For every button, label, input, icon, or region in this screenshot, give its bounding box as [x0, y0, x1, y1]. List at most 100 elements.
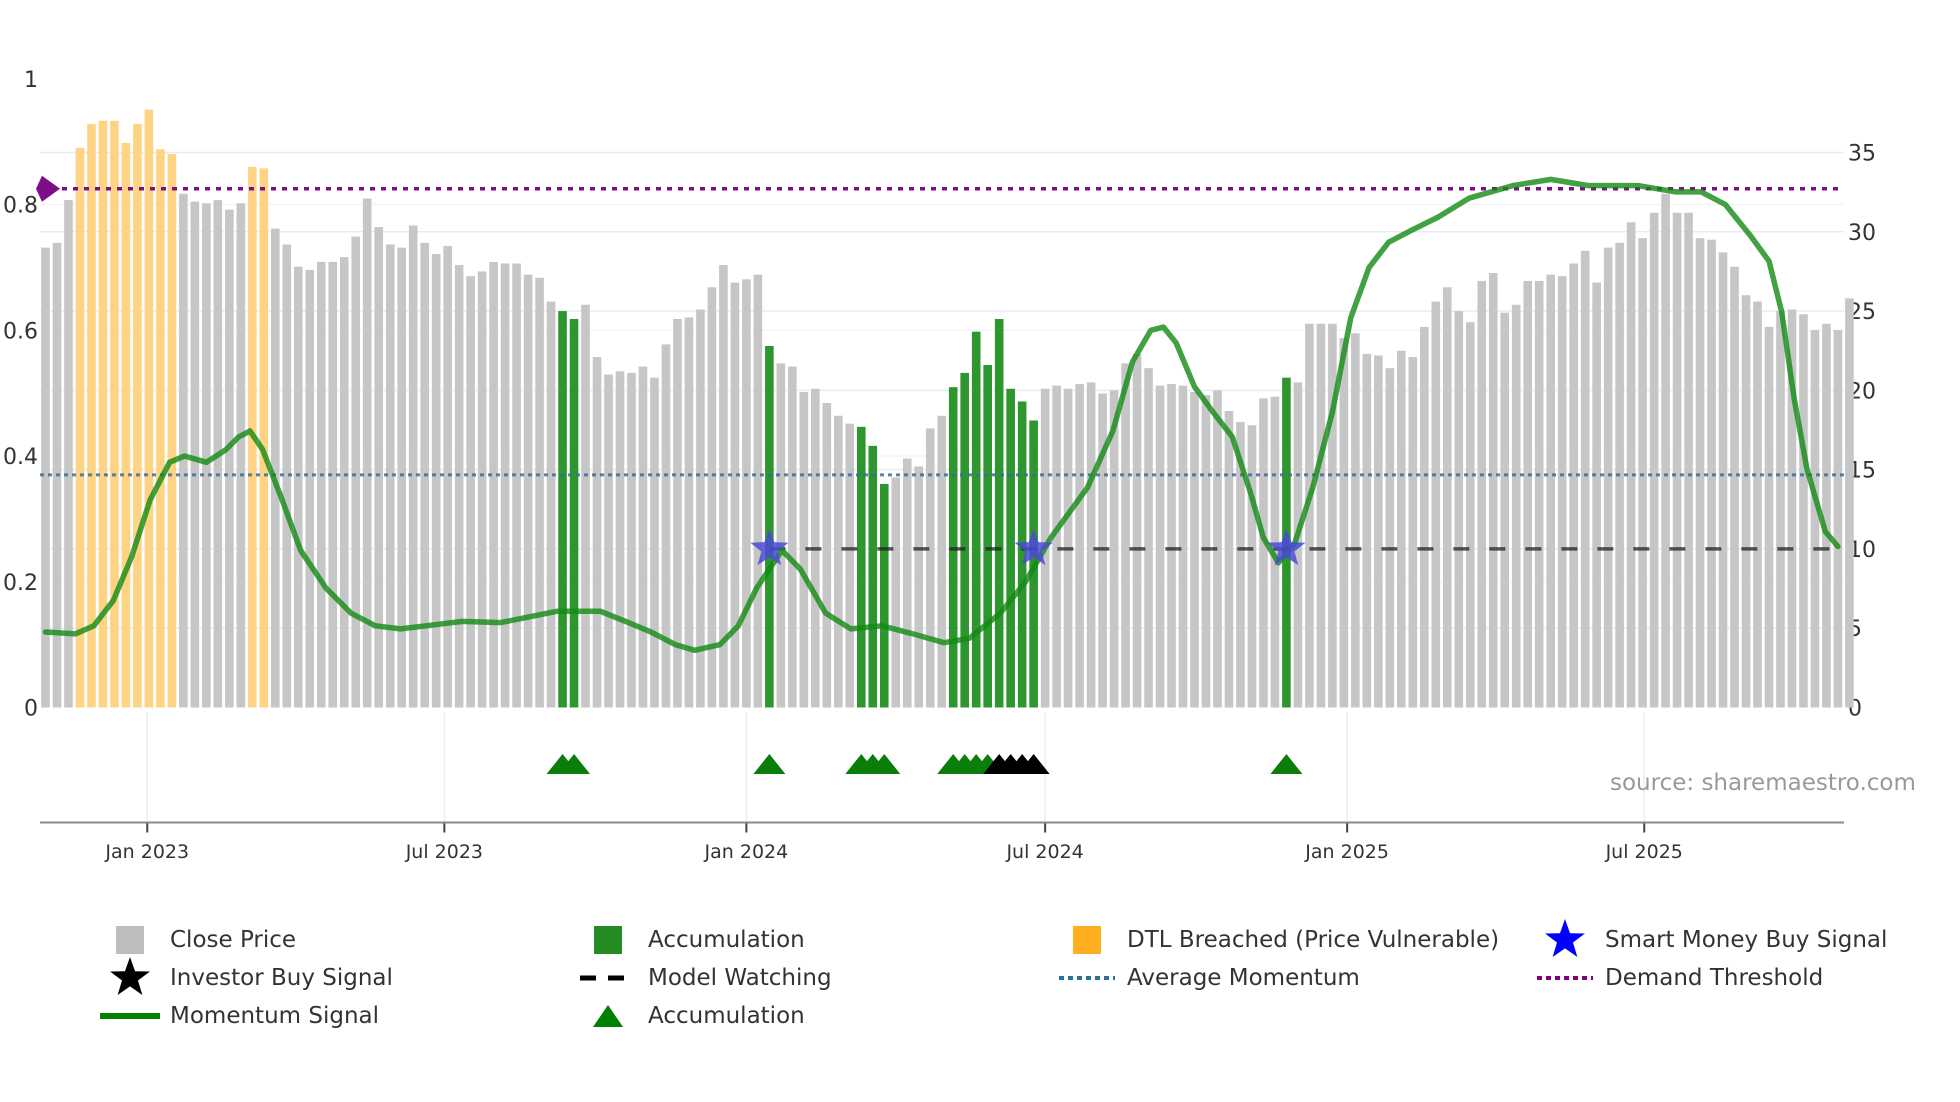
accumulation-bar	[765, 345, 774, 708]
close-price-bar	[179, 193, 188, 708]
accumulation-bar	[879, 483, 889, 708]
close-price-bar	[546, 301, 556, 708]
close-price-bar	[1178, 385, 1188, 708]
accumulation-triangle	[868, 754, 901, 774]
close-price-bar	[408, 225, 418, 708]
right-axis-tick-label: 35	[1848, 142, 1876, 167]
close-price-bar	[1305, 323, 1314, 708]
close-price-bar	[1799, 314, 1808, 708]
close-price-bar	[236, 203, 246, 708]
close-price-bar	[1236, 422, 1245, 708]
close-price-bar	[1339, 338, 1349, 708]
close-price-bar	[1374, 355, 1383, 708]
demand-threshold-marker	[36, 175, 60, 202]
right-axis-tick-label: 30	[1848, 221, 1876, 246]
close-price-bar	[1672, 212, 1682, 708]
close-price-bar	[339, 257, 349, 708]
close-price-bar	[374, 227, 384, 708]
close-price-bar	[293, 266, 303, 708]
close-price-bar	[1684, 212, 1693, 708]
close-price-bar	[316, 261, 326, 708]
x-axis-tick-label: Jul 2025	[1605, 841, 1683, 863]
close-price-bar	[1465, 322, 1475, 708]
close-price-bar	[512, 263, 521, 708]
close-price-bar	[305, 269, 315, 708]
left-axis-tick-label: 0.4	[3, 445, 38, 470]
close-price-bar	[397, 247, 406, 708]
close-price-bar	[1776, 311, 1785, 708]
close-price-bar	[1247, 425, 1257, 708]
close-price-bar	[673, 319, 682, 708]
close-price-bar	[328, 261, 338, 708]
close-price-bar	[1109, 390, 1119, 708]
close-price-bar	[1488, 273, 1498, 708]
close-price-bar	[902, 458, 912, 708]
close-price-bar	[1523, 280, 1533, 708]
close-price-bar	[1592, 282, 1601, 708]
close-price-bar	[914, 466, 924, 708]
accumulation-bar	[1006, 388, 1015, 708]
dtl-breached-bar	[75, 147, 85, 708]
close-price-bar	[535, 277, 544, 708]
close-price-bar	[1730, 266, 1739, 708]
close-price-bar	[466, 276, 475, 708]
smart-money-buy-star	[1267, 528, 1306, 566]
close-price-bar	[1328, 323, 1337, 708]
close-price-bar	[650, 377, 659, 708]
close-price-bar	[834, 415, 843, 708]
close-price-bar	[1155, 385, 1165, 708]
source-label: source: sharemaestro.com	[1610, 770, 1916, 796]
close-price-bar	[1224, 410, 1234, 708]
close-price-bar	[730, 282, 740, 708]
smart-money-buy-star	[750, 528, 789, 566]
close-price-bar	[282, 244, 292, 708]
close-price-bar	[845, 423, 855, 708]
accumulation-bar	[971, 331, 981, 708]
dtl-breached-bar	[133, 123, 142, 708]
smart-money-buy-star	[1014, 528, 1053, 566]
close-price-bar	[190, 201, 200, 708]
close-price-bar	[1052, 385, 1061, 708]
momentum-signal-line	[42, 176, 1841, 654]
accumulation-bar	[960, 372, 969, 708]
dtl-breached-bar	[144, 109, 154, 708]
x-axis-tick-label: Jan 2023	[104, 841, 189, 863]
close-price-bar	[1190, 391, 1199, 708]
close-price-bar	[225, 209, 234, 708]
close-price-bar	[1121, 363, 1130, 708]
close-price-bar	[684, 317, 694, 708]
close-price-bar	[1546, 274, 1555, 708]
close-price-bar	[1420, 326, 1429, 708]
close-price-bar	[799, 391, 809, 708]
close-price-bar	[1845, 298, 1854, 708]
x-axis-tick-label: Jan 2025	[1304, 841, 1389, 863]
close-price-bar	[1707, 239, 1716, 708]
close-price-bar	[271, 228, 280, 708]
close-price-bar	[891, 477, 901, 708]
close-price-bar	[1810, 330, 1820, 708]
dtl-breached-bar	[110, 120, 119, 708]
close-price-bar	[638, 366, 648, 708]
x-axis-tick-label: Jul 2023	[405, 841, 483, 863]
investor-buy-triangle	[1017, 754, 1050, 774]
accumulation-bar	[983, 364, 992, 708]
close-price-bar	[1787, 309, 1797, 708]
close-price-bar	[1201, 395, 1211, 708]
dtl-breached-bar	[98, 120, 108, 708]
close-price-bar	[1351, 333, 1360, 708]
accumulation-bar	[994, 319, 1004, 708]
left-axis-tick-label: 0.6	[3, 319, 38, 344]
close-price-bar	[41, 247, 50, 708]
close-price-bar	[615, 371, 625, 708]
close-price-bar	[707, 287, 717, 708]
close-price-bar	[696, 309, 705, 708]
close-price-bar	[1649, 212, 1659, 708]
dtl-breached-bar	[121, 142, 131, 708]
close-price-bar	[202, 203, 211, 708]
accumulation-bar	[856, 426, 866, 708]
close-price-bar	[1718, 252, 1728, 708]
close-price-bar	[64, 200, 73, 708]
close-price-bar	[776, 363, 786, 708]
close-price-bar	[937, 415, 947, 708]
close-price-bar	[661, 344, 671, 708]
